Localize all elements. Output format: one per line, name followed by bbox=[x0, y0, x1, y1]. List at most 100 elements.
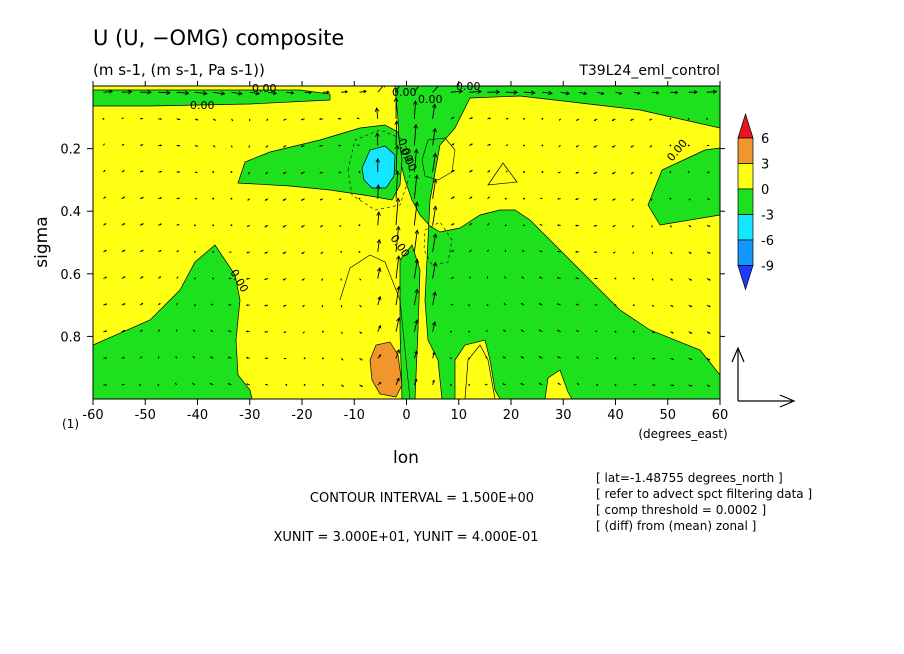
wind-vector-head bbox=[326, 90, 330, 94]
wind-vector bbox=[669, 117, 672, 120]
wind-vector-head bbox=[158, 302, 161, 305]
wind-vector-head bbox=[634, 383, 637, 386]
wind-vector-head bbox=[264, 304, 267, 307]
wind-vector-head bbox=[238, 91, 243, 96]
wind-vector bbox=[432, 233, 437, 252]
wind-vector-head bbox=[105, 330, 108, 333]
wind-vector bbox=[377, 212, 380, 226]
wind-vector-head bbox=[452, 143, 455, 146]
wind-vector-head bbox=[360, 385, 363, 387]
wind-vector-head bbox=[227, 330, 230, 333]
wind-vector bbox=[523, 171, 525, 173]
fill-negative-main bbox=[394, 86, 720, 399]
wind-vector-head bbox=[486, 276, 489, 278]
wind-vector-head bbox=[339, 225, 341, 228]
wind-vector-head bbox=[209, 356, 212, 359]
wind-vector bbox=[652, 91, 659, 94]
wind-vector-head bbox=[611, 145, 614, 148]
wind-vector-head bbox=[123, 330, 126, 332]
wind-vector-head bbox=[246, 251, 249, 254]
wind-vector-head bbox=[469, 276, 472, 278]
wind-vector-head bbox=[227, 383, 230, 385]
contour-label: 0.00 bbox=[392, 86, 417, 99]
x-tick-label: 30 bbox=[555, 408, 572, 423]
wind-vector-head bbox=[123, 303, 126, 306]
wind-vector-head bbox=[159, 197, 163, 199]
wind-vector-head bbox=[214, 119, 216, 121]
wind-vector-head bbox=[158, 355, 160, 358]
wind-vector-head bbox=[575, 145, 578, 148]
wind-vector-head bbox=[671, 358, 675, 360]
wind-vector bbox=[450, 384, 452, 386]
wind-vector-head bbox=[123, 223, 126, 226]
wind-vector-head bbox=[300, 172, 303, 174]
wind-vector bbox=[193, 304, 196, 306]
wind-vector-head bbox=[452, 223, 455, 226]
contour-label: 0.00 bbox=[418, 93, 443, 106]
wind-vector-head bbox=[432, 205, 438, 211]
wind-vector bbox=[376, 133, 379, 146]
wind-vector-head bbox=[210, 303, 213, 306]
wind-vector-head bbox=[653, 384, 656, 386]
wind-vector-head bbox=[651, 252, 654, 255]
wind-vector-head bbox=[282, 172, 285, 175]
wind-vector-head bbox=[708, 305, 711, 308]
wind-vector-head bbox=[538, 276, 541, 279]
wind-vector bbox=[632, 357, 635, 360]
wind-vector bbox=[395, 286, 400, 306]
wind-vector-head bbox=[538, 356, 541, 359]
wind-vector-head bbox=[159, 250, 162, 252]
note-line: [ comp threshold = 0.0002 ] bbox=[596, 503, 766, 517]
wind-vector-head bbox=[122, 117, 124, 119]
wind-vector-head bbox=[174, 382, 177, 385]
wind-vector-head bbox=[631, 199, 634, 201]
wind-vector bbox=[432, 292, 436, 306]
wind-vector bbox=[541, 144, 544, 147]
wind-vector-head bbox=[396, 348, 401, 354]
wind-vector-head bbox=[452, 276, 454, 279]
wind-vector-head bbox=[141, 117, 144, 120]
wind-vector-head bbox=[413, 148, 419, 154]
x-tick-label: 60 bbox=[712, 408, 729, 423]
wind-vector-head bbox=[593, 198, 596, 201]
wind-vector-head bbox=[192, 382, 194, 385]
wind-vector-head bbox=[574, 224, 578, 227]
wind-vector bbox=[212, 277, 215, 280]
wind-vector-head bbox=[341, 358, 344, 361]
x-axis: -60 -50 -40 -30 -20 -10 0 10 20 30 40 50 60 bbox=[82, 81, 728, 423]
wind-vector bbox=[413, 101, 416, 119]
wind-vector bbox=[395, 256, 400, 279]
wind-vector-head bbox=[593, 172, 596, 174]
colorbar-segment bbox=[737, 214, 754, 241]
wind-vector-head bbox=[557, 171, 560, 174]
wind-vector-head bbox=[432, 233, 438, 238]
wind-vector-head bbox=[340, 305, 343, 308]
wind-vector-head bbox=[432, 291, 437, 297]
wind-vector-head bbox=[123, 276, 126, 279]
wind-vector bbox=[523, 224, 525, 227]
wind-vector bbox=[596, 384, 599, 386]
wind-vector-head bbox=[248, 146, 250, 148]
wind-vector-head bbox=[264, 383, 267, 386]
wind-vector-head bbox=[141, 303, 144, 305]
wind-vector-head bbox=[290, 91, 295, 95]
wind-vector bbox=[687, 117, 690, 120]
wind-vector-head bbox=[176, 302, 178, 305]
colorbar-label: 6 bbox=[761, 132, 769, 147]
wind-vector-head bbox=[539, 224, 542, 226]
wind-vector bbox=[213, 91, 225, 95]
wind-vector-head bbox=[178, 171, 181, 173]
wind-vector-head bbox=[376, 211, 381, 216]
wind-vector-head bbox=[593, 251, 596, 254]
wind-vector bbox=[633, 91, 640, 94]
wind-vector bbox=[523, 117, 525, 120]
wind-vector-head bbox=[414, 174, 419, 180]
wind-vector-head bbox=[228, 251, 231, 253]
wind-vector-head bbox=[503, 302, 506, 305]
y-tick-label: 0.2 bbox=[60, 143, 81, 158]
wind-vector bbox=[615, 91, 622, 95]
wind-vector-head bbox=[301, 252, 304, 254]
wind-vector-head bbox=[395, 170, 400, 176]
wind-vector bbox=[377, 86, 384, 93]
wind-vector-head bbox=[103, 169, 106, 172]
